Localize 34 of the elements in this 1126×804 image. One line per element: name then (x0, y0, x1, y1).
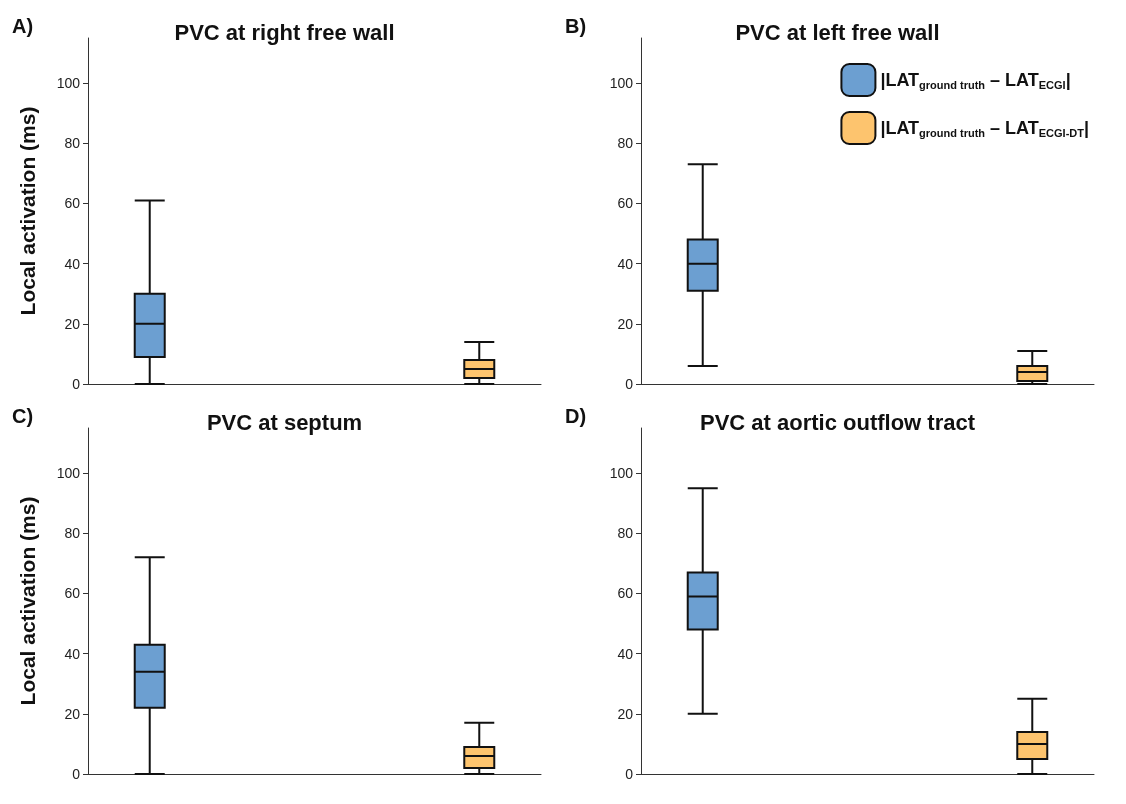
y-tick-label: 100 (56, 465, 81, 482)
y-tick-label: 60 (617, 585, 634, 602)
chart-title: PVC at septum (206, 409, 363, 435)
y-tick-label: 40 (64, 255, 81, 272)
y-tick-label: 20 (617, 705, 634, 722)
y-tick-label: 20 (64, 705, 81, 722)
y-tick-label: 60 (617, 195, 634, 212)
y-tick-label: 0 (625, 376, 634, 392)
text: B) (565, 15, 587, 37)
y-tick-label: 40 (64, 645, 81, 662)
text: C) (12, 405, 34, 427)
y-tick-label: 40 (617, 255, 634, 272)
y-tick-label: 0 (72, 766, 81, 782)
y-tick-label: 0 (625, 766, 634, 782)
chart-title: PVC at left free wall (735, 19, 940, 45)
y-tick-label: 80 (617, 525, 634, 542)
text: A) (12, 15, 34, 37)
y-tick-label: 20 (64, 315, 81, 332)
y-tick-label: 40 (617, 645, 634, 662)
text: D) (565, 405, 587, 427)
chart-title: PVC at right free wall (174, 19, 395, 45)
y-axis-title: Local activation (ms) (16, 106, 39, 316)
y-tick-label: 20 (617, 315, 634, 332)
y-tick-label: 60 (64, 585, 81, 602)
chart-title: PVC at aortic outflow tract (699, 409, 976, 435)
y-axis-title: Local activation (ms) (16, 496, 39, 706)
y-tick-label: 100 (609, 75, 634, 92)
y-tick-label: 80 (64, 525, 81, 542)
y-tick-label: 80 (64, 135, 81, 152)
y-tick-label: 80 (617, 135, 634, 152)
y-tick-label: 100 (56, 75, 81, 92)
y-tick-label: 60 (64, 195, 81, 212)
y-tick-label: 0 (72, 376, 81, 392)
y-tick-label: 100 (609, 465, 634, 482)
